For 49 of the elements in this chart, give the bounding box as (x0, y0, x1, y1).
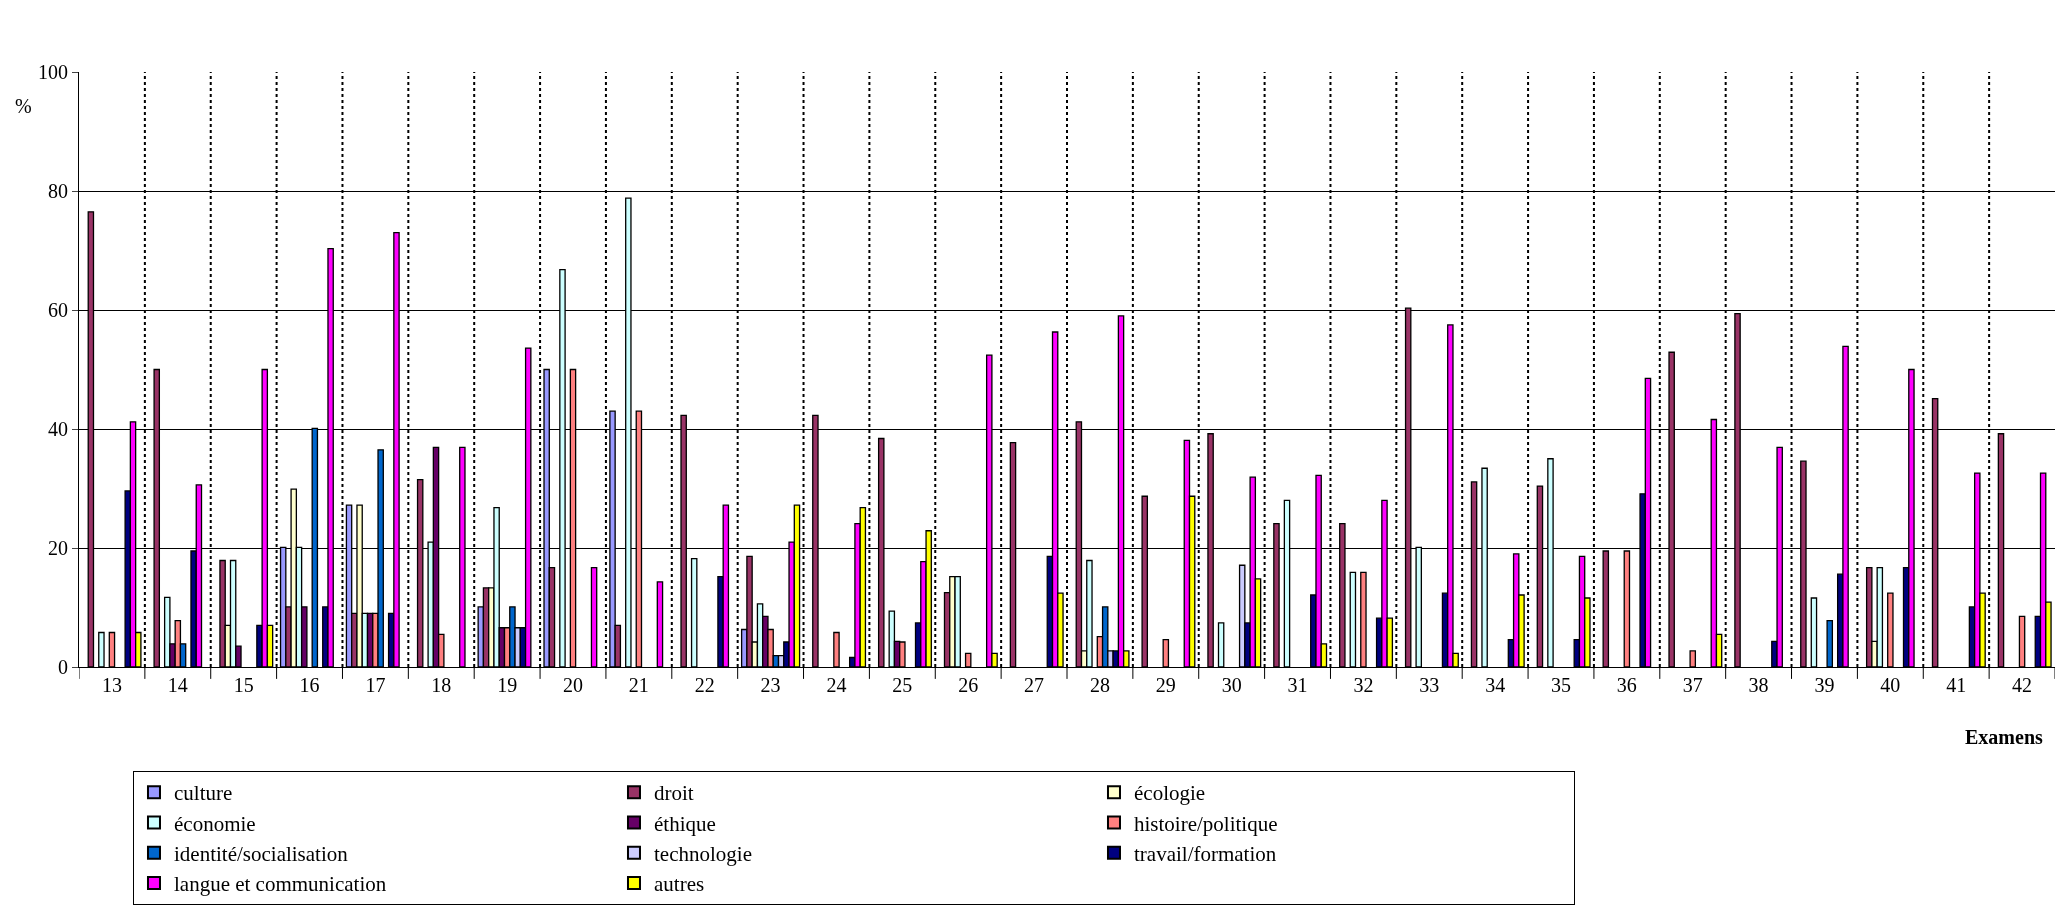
legend-label: technologie (653, 841, 752, 866)
x-axis-title: Examens (1965, 726, 2043, 748)
x-tick-label: 28 (1089, 674, 1110, 696)
legend-label: langue et communication (173, 872, 387, 897)
y-axis-title: % (15, 95, 32, 117)
x-tick-label: 23 (760, 674, 781, 696)
x-tick-label: 29 (1155, 674, 1176, 696)
x-tick-label: 42 (2012, 674, 2033, 696)
legend-label: droit (653, 781, 694, 806)
legend-label: autres (653, 872, 705, 897)
x-tick-label: 37 (1682, 674, 1703, 696)
x-tick-label: 14 (167, 674, 188, 696)
x-tick-label: 26 (958, 674, 979, 696)
x-tick-label: 13 (101, 674, 122, 696)
x-tick-label: 27 (1024, 674, 1045, 696)
x-tick-label: 41 (1946, 674, 1967, 696)
x-tick-label: 33 (1419, 674, 1440, 696)
legend-label: éthique (653, 811, 716, 836)
y-tick-label: 0 (58, 656, 68, 678)
x-tick-label: 25 (892, 674, 913, 696)
x-tick-label: 18 (431, 674, 452, 696)
legend-label: culture (173, 781, 233, 806)
legend-label: identité/socialisation (173, 841, 349, 866)
x-tick-label: 32 (1353, 674, 1374, 696)
y-tick-label: 100 (38, 61, 68, 83)
x-tick-label: 38 (1748, 674, 1769, 696)
y-tick-label: 40 (48, 418, 68, 440)
y-tick-label: 20 (48, 537, 68, 559)
legend-label: histoire/politique (1133, 811, 1278, 836)
y-tick-label: 80 (48, 180, 68, 202)
legend-label: écologie (1133, 781, 1206, 806)
x-tick-label: 19 (497, 674, 518, 696)
x-tick-label: 15 (233, 674, 254, 696)
legend-label: économie (173, 811, 256, 836)
x-tick-label: 31 (1287, 674, 1308, 696)
y-tick-label: 60 (48, 299, 68, 321)
x-tick-label: 22 (694, 674, 715, 696)
x-tick-label: 36 (1616, 674, 1637, 696)
x-tick-label: 16 (299, 674, 320, 696)
x-tick-label: 40 (1880, 674, 1901, 696)
legend-label: travail/formation (1133, 841, 1277, 866)
x-tick-label: 20 (563, 674, 583, 696)
x-tick-label: 34 (1485, 674, 1506, 696)
x-tick-label: 21 (628, 674, 649, 696)
x-tick-label: 39 (1814, 674, 1835, 696)
x-tick-label: 30 (1221, 674, 1242, 696)
x-tick-label: 17 (365, 674, 386, 696)
x-tick-label: 24 (826, 674, 847, 696)
x-tick-label: 35 (1551, 674, 1571, 696)
